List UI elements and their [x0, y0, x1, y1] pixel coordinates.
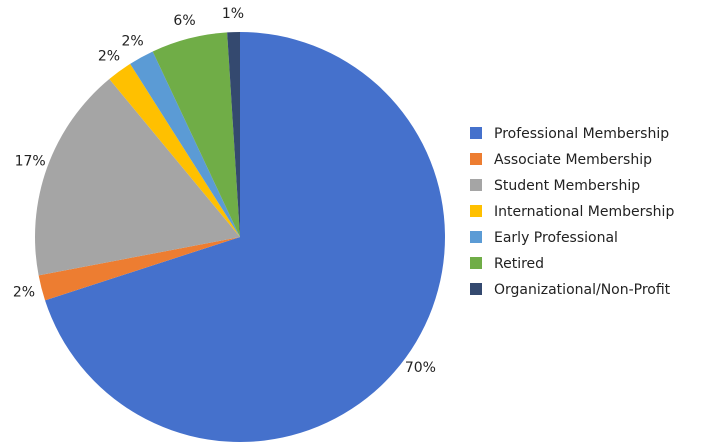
data-label: 2% — [98, 49, 120, 65]
legend-swatch — [470, 283, 482, 295]
legend-swatch — [470, 153, 482, 165]
legend-swatch — [470, 231, 482, 243]
pie-slice — [45, 32, 445, 442]
legend-swatch — [470, 179, 482, 191]
legend-label: Organizational/Non-Profit — [494, 282, 671, 298]
legend-label: Early Professional — [494, 230, 618, 246]
legend-swatch — [470, 205, 482, 217]
legend-swatch — [470, 127, 482, 139]
data-label: 2% — [121, 34, 143, 50]
legend-label: Retired — [494, 256, 544, 272]
pie-slice — [227, 32, 240, 237]
pie-slice — [38, 237, 240, 301]
data-label: 1% — [222, 6, 244, 22]
data-label: 2% — [13, 284, 35, 300]
pie-slice — [109, 63, 240, 237]
pie-slice — [35, 79, 240, 276]
legend-label: Student Membership — [494, 178, 640, 194]
data-label: 6% — [173, 13, 195, 29]
legend-swatch — [470, 257, 482, 269]
legend-label: International Membership — [494, 204, 674, 220]
pie-slice — [152, 32, 240, 237]
legend-label: Professional Membership — [494, 126, 669, 142]
pie-slice — [130, 51, 240, 238]
data-label: 70% — [405, 360, 436, 376]
data-label: 17% — [15, 153, 46, 169]
legend-label: Associate Membership — [494, 152, 652, 168]
